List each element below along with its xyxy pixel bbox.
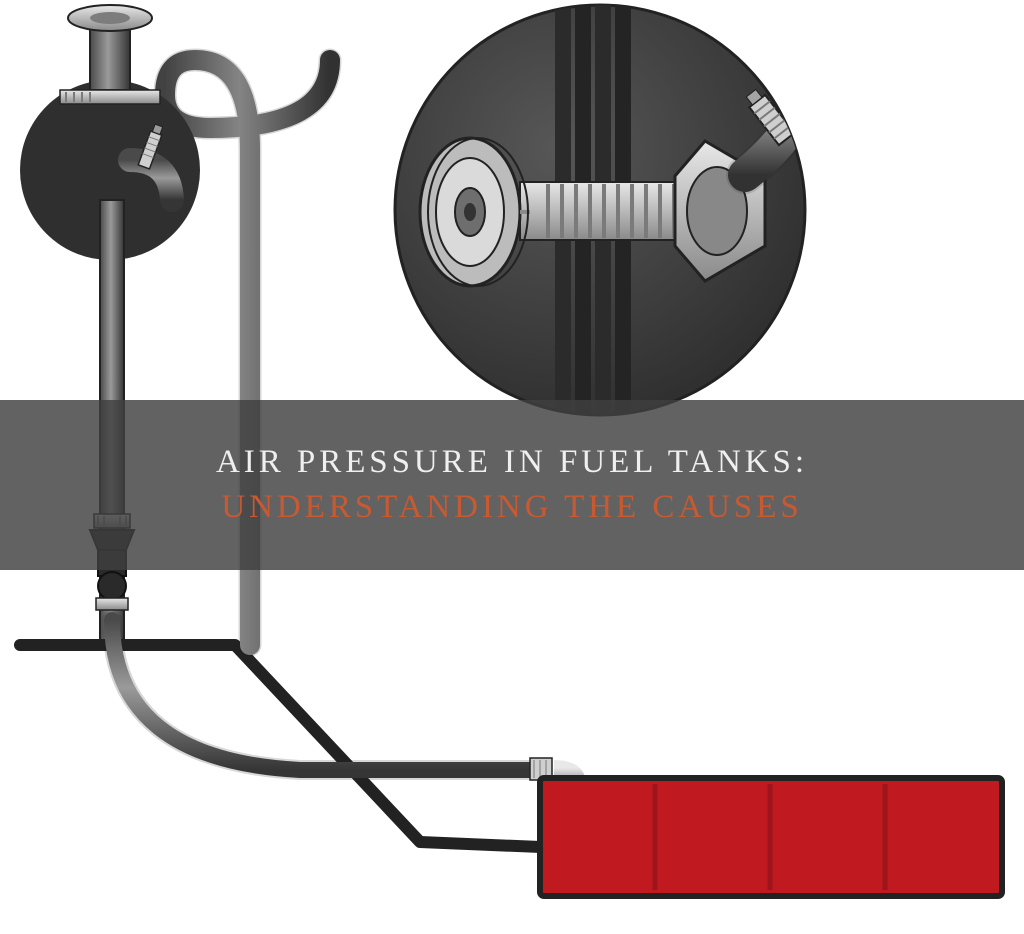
figure-title: AIR PRESSURE IN FUEL TANKS: UNDERSTANDIN… — [216, 440, 808, 529]
title-band: AIR PRESSURE IN FUEL TANKS: UNDERSTANDIN… — [0, 400, 1024, 570]
title-line1: AIR PRESSURE IN FUEL TANKS: — [216, 444, 808, 480]
figure-root: AIR PRESSURE IN FUEL TANKS: UNDERSTANDIN… — [0, 0, 1024, 934]
title-line2: UNDERSTANDING THE CAUSES — [221, 489, 802, 525]
fuel-tank — [540, 778, 1002, 896]
inset-detail — [395, 5, 815, 415]
